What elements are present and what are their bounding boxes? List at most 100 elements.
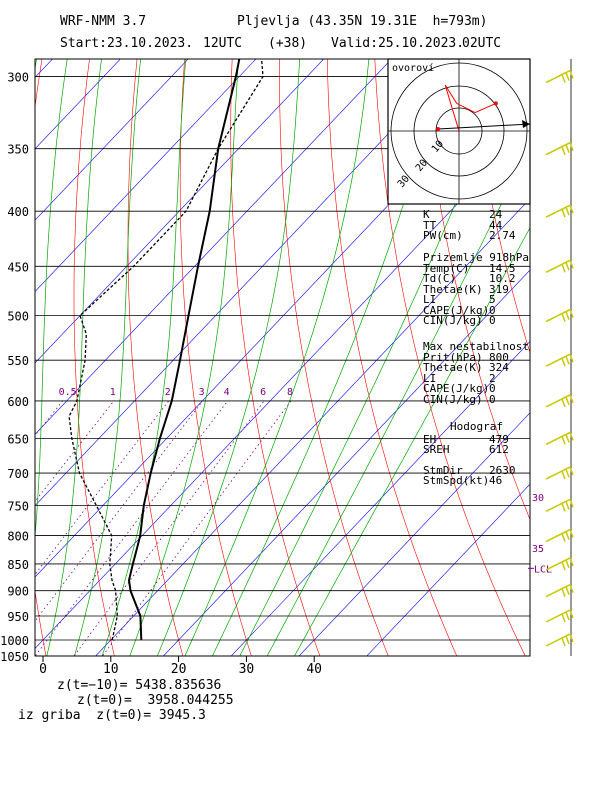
wind-barb-staff (545, 431, 571, 446)
station-name: Pljevlja (43.35N 19.31E h=793m) (237, 14, 488, 29)
instability-value: 800 (489, 350, 509, 364)
valid-hour: 02UTC (462, 36, 502, 51)
surface-value: 10.2 (489, 272, 516, 285)
wind-barb-flag (569, 499, 574, 508)
pressure-tick-label: 300 (7, 71, 29, 85)
isotherm-line (35, 59, 189, 221)
lcl-label: LCL (534, 564, 552, 575)
isotherm-line (35, 59, 53, 78)
wind-barb-flag (565, 262, 570, 271)
surface-title: Prizemlje 918hPa (423, 251, 529, 264)
wind-barb-flag (569, 142, 574, 151)
instability-value: 324 (489, 361, 509, 374)
wind-barb-staff (545, 259, 571, 273)
wind-barb-flag (561, 533, 566, 542)
wind-barb-flag (565, 355, 570, 365)
index-row: PW(cm) 2.74 (423, 229, 530, 242)
instability-key: CIN(J/kg) (423, 392, 483, 406)
mixing-ratio-label: 0.5 (59, 387, 77, 398)
moist-adiabat-line (46, 59, 102, 656)
wind-barb (545, 353, 574, 367)
hodograph-key: StmDir (423, 463, 463, 477)
wind-barb (545, 466, 574, 480)
wind-barb-flag (561, 208, 566, 218)
temperature-tick-label: 40 (306, 662, 322, 677)
instability-value: 0 (489, 382, 496, 395)
temperature-tick-label: 0 (39, 662, 47, 677)
wind-barb-staff (545, 204, 571, 218)
mixing-ratio-line (73, 400, 265, 656)
pressure-tick-label: 900 (7, 585, 29, 599)
wind-barb-flag (561, 264, 566, 273)
wind-barb (545, 633, 574, 647)
isotherm-line (366, 483, 530, 656)
dewpoint-profile (68, 59, 264, 641)
hodograph-key: StmSpd(kt) (423, 474, 490, 487)
instability-key: CAPE(J/kg) (423, 382, 490, 395)
pressure-tick-label: 1000 (0, 634, 29, 648)
surface-key: Temp(C) (423, 261, 470, 275)
wind-barb-flag (561, 588, 566, 597)
isotherm-line (162, 269, 530, 656)
index-value: 44 (489, 218, 503, 232)
pressure-tick-label: 1050 (0, 650, 29, 664)
wind-barb-flag (569, 609, 574, 619)
wind-barb-flag (569, 309, 574, 318)
surface-panel: Prizemlje 918hPa Temp(C) 14.5 Td(C) 10.2 T… (423, 251, 530, 327)
wind-barb-flag (561, 503, 566, 512)
wind-barb-flag (565, 559, 570, 569)
wind-barb-flag (561, 313, 566, 322)
z-grib-value: 3945.3 (158, 708, 206, 723)
z-minus10-label: z(t=−10)= (57, 678, 128, 693)
instability-value: 2 (489, 371, 496, 385)
storm-motion-arrow (522, 120, 530, 128)
hodograph-key: SREH (423, 443, 450, 456)
wind-barb-flag (565, 468, 570, 478)
moist-adiabat-line (74, 59, 142, 656)
pressure-tick-label: 800 (7, 530, 29, 544)
wind-barb-flag (561, 561, 566, 571)
mixing-ratio-line (102, 400, 292, 656)
surface-key: CIN(J/kg) (423, 314, 483, 327)
wind-barb-flag (561, 637, 566, 647)
instability-value: 0 (489, 392, 496, 406)
pressure-tick-label: 500 (7, 310, 29, 324)
z-minus10-row: z(t=−10)= 5438.835636 (57, 678, 221, 693)
thetae-label-30: 30 (532, 493, 544, 504)
hodograph-label: ovoroví (392, 62, 434, 74)
wind-barb-flag (561, 470, 566, 480)
surface-value: 0 (489, 303, 496, 317)
wind-barb-flag (561, 398, 566, 408)
instability-key: LI (423, 371, 437, 385)
mixing-ratio-lines (35, 400, 292, 656)
plot-frame (34, 58, 531, 657)
index-key: PW(cm) (423, 229, 463, 242)
wind-barb (545, 204, 574, 218)
dry-adiabat-line (279, 59, 389, 656)
pressure-tick-label: 650 (7, 432, 29, 446)
z-zero-row: z(t=0)= 3958.044255 (77, 693, 234, 708)
wind-barb-flag (565, 501, 570, 510)
wind-barb (545, 609, 574, 623)
indices-panel: K 24 TT 44 PW(cm) 2.74 (423, 209, 530, 242)
hodograph-end-point (493, 101, 498, 106)
wind-barb (545, 528, 574, 543)
max-instability-panel: Max nestabilnost Prit(hPa) 800 Thetae(K) 3… (423, 340, 530, 406)
pressure-tick-label: 550 (7, 354, 29, 368)
max-instability-title: Max nestabilnost (423, 340, 529, 353)
hodograph-value: 612 (489, 443, 509, 456)
dry-adiabat-line (585, 0, 600, 667)
isotherm-line (35, 59, 325, 364)
wind-barb-flag (569, 529, 574, 538)
wind-barb-flag (569, 633, 574, 643)
lead-time: (+38) (268, 36, 308, 51)
wind-barb-staff (545, 394, 571, 408)
wind-barb-staff (545, 609, 571, 623)
wind-barb-staff (545, 528, 571, 543)
surface-key: CAPE(J/kg) (423, 303, 490, 317)
dry-adiabat-line (0, 0, 5, 667)
wind-barb-flag (565, 396, 570, 406)
wind-barb-flag (565, 586, 570, 595)
z-zero-label: z(t=0)= (77, 693, 132, 708)
